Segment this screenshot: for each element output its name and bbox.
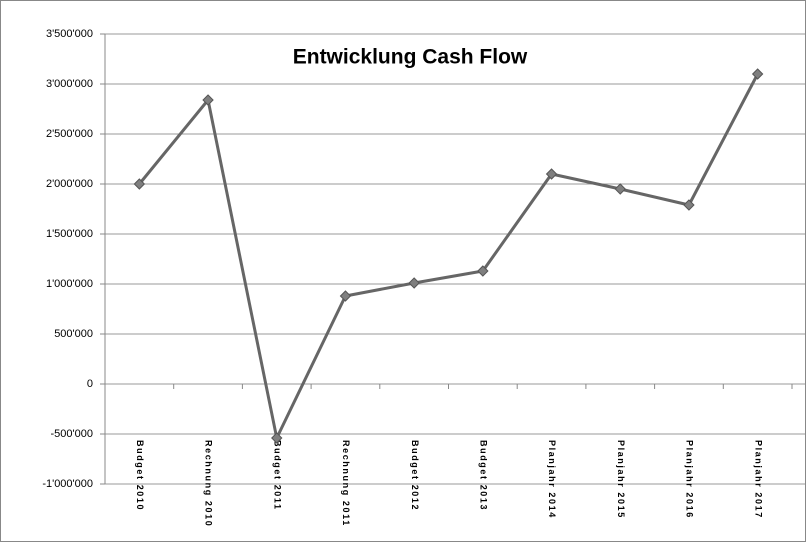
y-tick-label: 0: [87, 378, 93, 390]
y-tick-label: 3'500'000: [46, 28, 93, 40]
y-tick-label: -1'000'000: [42, 478, 93, 490]
marker: [683, 199, 695, 211]
marker: [477, 265, 489, 277]
marker: [751, 68, 764, 80]
x-tick-label: Budget 2012: [410, 440, 420, 511]
x-tick-label: Planjahr 2015: [616, 440, 626, 519]
x-tick-label: Rechnung 2011: [341, 440, 351, 527]
marker: [339, 290, 352, 302]
marker: [202, 94, 214, 106]
y-tick-label: -500'000: [51, 428, 93, 440]
line: [138, 73, 759, 440]
marker: [408, 277, 420, 289]
x-tick-label: Planjahr 2016: [685, 440, 695, 519]
x-tick-label: Budget 2013: [478, 440, 488, 511]
y-tick-label: 1'000'000: [46, 278, 93, 290]
marker: [614, 183, 626, 195]
y-tick-label: 1'500'000: [46, 228, 93, 240]
marker: [133, 178, 146, 190]
x-tick-label: Budget 2011: [272, 440, 282, 511]
y-tick-label: 3'000'000: [46, 78, 93, 90]
y-tick-label: 2'000'000: [46, 178, 93, 190]
marker: [545, 168, 558, 180]
x-tick-label: Rechnung 2010: [204, 440, 214, 527]
x-tick-label: Planjahr 2017: [753, 440, 763, 519]
x-tick-label: Budget 2010: [135, 440, 145, 511]
y-tick-label: 2'500'000: [46, 128, 93, 140]
chart-title: Entwicklung Cash Flow: [293, 46, 528, 69]
y-tick-label: 500'000: [54, 328, 93, 340]
marker: [271, 432, 283, 444]
x-tick-label: Planjahr 2014: [547, 440, 557, 519]
